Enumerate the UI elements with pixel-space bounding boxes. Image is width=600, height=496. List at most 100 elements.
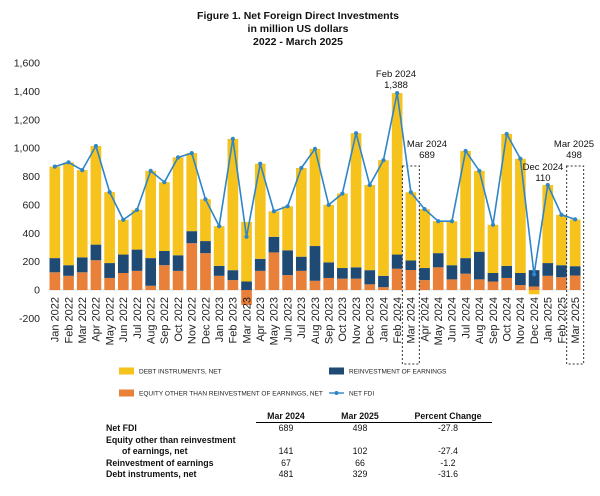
annotation-label: Dec 2024 — [523, 162, 564, 173]
bar-segment-equity — [159, 265, 170, 291]
bar-segment-equity — [501, 277, 513, 291]
bar-segment-debt — [446, 221, 458, 266]
bar-segment-equity — [200, 253, 211, 291]
annotation-dec-2024: Dec 2024 110 — [523, 162, 564, 184]
x-tick-label: Dec 2024 — [529, 297, 541, 344]
cell-percent-change: -27.4 — [437, 446, 459, 456]
y-tick-label: 200 — [22, 256, 40, 268]
x-tick-label: Nov 2023 — [351, 297, 363, 344]
bar-segment-debt — [241, 221, 252, 282]
legend-item-net-fdi: NET FDI — [329, 391, 374, 398]
bar-segment-equity — [391, 268, 403, 291]
y-tick-label: 1,600 — [14, 58, 40, 70]
net-fdi-point — [312, 146, 318, 151]
net-fdi-point — [285, 204, 290, 209]
bar-segment-equity — [378, 287, 389, 291]
net-fdi-point — [518, 156, 523, 161]
chart-subtitle-units: in million US dollars — [248, 23, 349, 35]
bar-segment-equity — [569, 275, 581, 291]
empty-cell — [404, 435, 492, 447]
bar-segment-debt — [49, 166, 61, 259]
bar-segment-debt — [117, 219, 129, 255]
bar-segment-reinvestment — [391, 254, 403, 269]
y-tick-label: -200 — [19, 313, 40, 325]
legend-item-equity: EQUITY OTHER THAN REINVESTMENT OF EARNIN… — [119, 389, 323, 398]
bar-segment-equity — [419, 280, 430, 291]
bar-segment-equity — [145, 285, 157, 291]
net-fdi-point — [422, 207, 427, 212]
bar-segment-reinvestment — [63, 265, 74, 276]
net-fdi-line-layer — [52, 90, 578, 277]
bar-segment-equity — [104, 277, 115, 291]
bar-segment-reinvestment — [323, 262, 335, 278]
header-mar-2024: Mar 2024 — [256, 410, 316, 423]
y-axis-tick-labels: 1,600 1,400 1,200 1,000 800 600 400 200 0 -200 — [14, 58, 40, 325]
bar-segment-debt — [460, 150, 471, 259]
net-fdi-point — [477, 168, 482, 173]
x-tick-label: Sep 2022 — [159, 297, 171, 344]
bar-segment-reinvestment — [254, 258, 266, 271]
net-fdi-point — [203, 197, 208, 202]
bar-segment-reinvestment — [501, 265, 513, 278]
cell-mar-2025: 102 — [352, 446, 368, 456]
cell-percent-change: -31.6 — [437, 469, 459, 479]
annotation-value: 110 — [535, 173, 550, 184]
bar-segment-reinvestment — [159, 251, 170, 266]
bar-segment-reinvestment — [282, 250, 293, 276]
x-tick-label: Mar 2024 — [406, 297, 418, 343]
bar-segment-equity — [268, 252, 280, 291]
bar-segment-reinvestment — [76, 257, 88, 273]
bar-segment-reinvestment — [378, 275, 389, 288]
bar-segment-debt — [501, 133, 513, 266]
bar-segment-equity — [282, 275, 293, 291]
y-tick-label: 1,000 — [14, 143, 40, 155]
bar-segment-reinvestment — [241, 281, 252, 291]
bar-segment-debt — [556, 214, 567, 266]
x-tick-label: Dec 2023 — [365, 297, 377, 344]
bar-segment-debt — [172, 157, 184, 256]
x-tick-label: Mar 2022 — [77, 297, 89, 343]
net-fdi-point — [107, 190, 112, 195]
x-tick-label: May 2024 — [433, 297, 445, 345]
header-mar-2025: Mar 2025 — [316, 410, 404, 423]
bar-segment-debt — [76, 170, 88, 258]
bar-segment-reinvestment — [295, 256, 307, 271]
net-fdi-point — [175, 155, 181, 160]
x-tick-label: Jul 2024 — [460, 297, 472, 339]
net-fdi-point — [121, 217, 126, 222]
bar-segment-debt — [282, 206, 293, 251]
net-fdi-point — [340, 191, 345, 196]
x-tick-label: Sep 2024 — [488, 297, 500, 344]
stacked-bars — [49, 93, 581, 305]
bar-segment-debt — [145, 170, 157, 259]
header-blank-cell — [106, 410, 256, 423]
row-label: Reinvestment of earnings — [106, 457, 214, 468]
net-fdi-point — [52, 164, 57, 169]
cell-mar-2024: 481 — [278, 469, 294, 479]
bar-segment-reinvestment — [337, 268, 348, 279]
x-tick-label: Mar 2023 — [241, 297, 253, 343]
net-fdi-chart: Figure 1. Net Foreign Direct Investments… — [14, 10, 594, 398]
x-tick-label: Feb 2024 — [392, 297, 404, 343]
bar-segment-reinvestment — [309, 246, 321, 281]
x-tick-label: Aug 2023 — [310, 297, 322, 344]
bar-segment-equity — [487, 281, 499, 291]
bar-segment-debt — [405, 192, 417, 261]
x-tick-label: Jan 2022 — [50, 297, 62, 342]
bar-segment-equity — [213, 275, 225, 291]
bar-segment-debt — [391, 93, 403, 255]
legend-swatch-equity — [119, 389, 134, 397]
bar-segment-debt — [186, 153, 198, 232]
net-fdi-point — [258, 161, 263, 166]
annotation-label: Feb 2024 — [376, 69, 416, 80]
bar-segment-equity — [405, 270, 417, 291]
table-row-debt: Debt instruments, net 481 329 -31.6 — [106, 469, 492, 481]
net-fdi-point — [80, 168, 85, 173]
annotation-value: 498 — [566, 150, 582, 161]
bar-segment-reinvestment — [487, 273, 499, 282]
summary-header-row: Mar 2024 Mar 2025 Percent Change — [106, 410, 492, 423]
bar-segment-equity — [364, 284, 376, 291]
cell-percent-change: -1.2 — [440, 457, 456, 468]
x-tick-label: May 2023 — [269, 297, 281, 345]
bar-segment-debt — [432, 221, 444, 254]
